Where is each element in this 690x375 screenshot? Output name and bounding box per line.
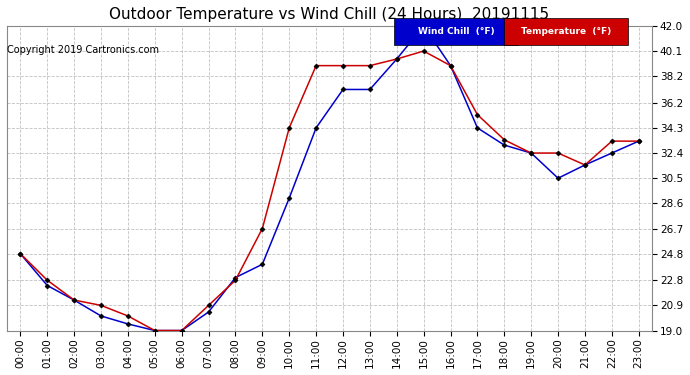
Title: Outdoor Temperature vs Wind Chill (24 Hours)  20191115: Outdoor Temperature vs Wind Chill (24 Ho… (110, 7, 550, 22)
Text: Wind Chill  (°F): Wind Chill (°F) (418, 27, 495, 36)
Text: Copyright 2019 Cartronics.com: Copyright 2019 Cartronics.com (7, 45, 159, 55)
Text: Temperature  (°F): Temperature (°F) (521, 27, 611, 36)
